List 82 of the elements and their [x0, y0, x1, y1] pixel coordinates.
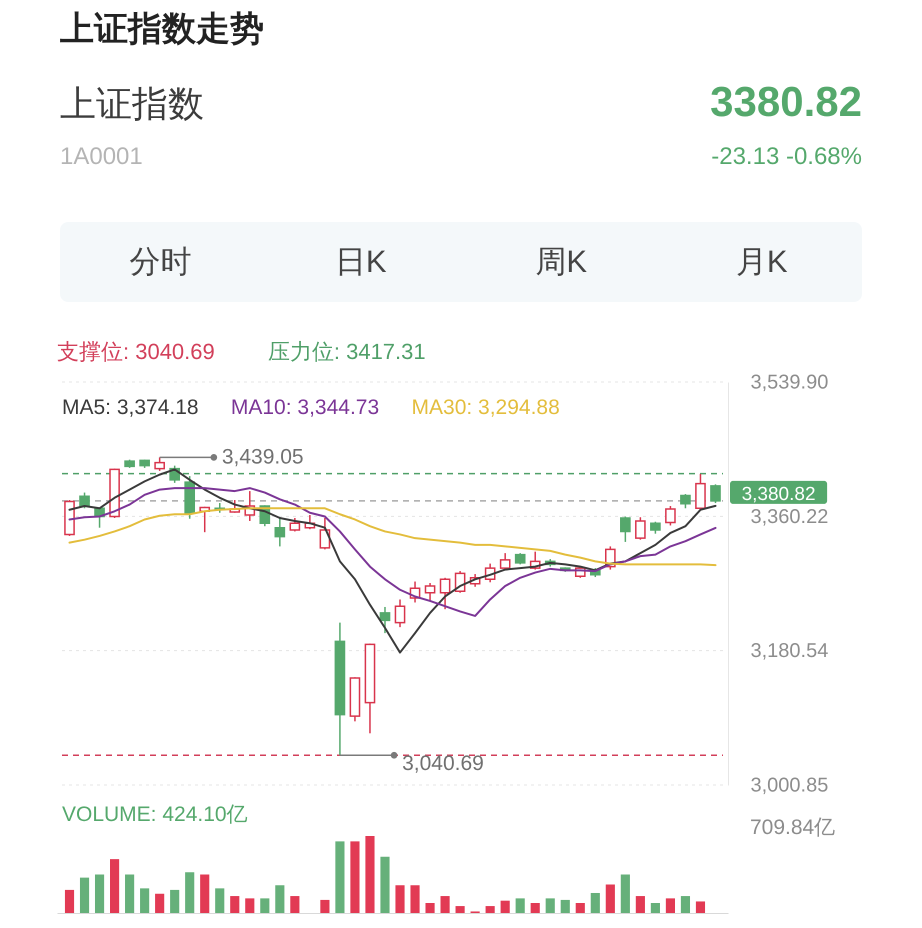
bar [395, 885, 405, 913]
bar [275, 885, 284, 913]
bar [516, 898, 525, 913]
bar [590, 892, 600, 913]
candlestick [79, 492, 90, 510]
bar [530, 902, 540, 913]
y-tick-label: 3,000.85 [750, 774, 828, 796]
bar [110, 859, 120, 913]
bar [696, 901, 706, 913]
bar [320, 900, 330, 913]
bar [94, 874, 104, 913]
candlestick [290, 517, 300, 532]
chart-title: 上证指数走势 [59, 10, 264, 48]
text: 3380.82 [710, 78, 862, 125]
candlestick [500, 552, 510, 570]
bar [215, 888, 224, 913]
bar [155, 894, 164, 913]
candlestick [680, 493, 691, 510]
bar [606, 884, 615, 913]
bar [200, 874, 210, 913]
candlestick [380, 606, 390, 634]
bar [245, 898, 254, 913]
bar [170, 890, 180, 913]
bar [365, 836, 375, 913]
bar [620, 874, 630, 913]
y-tick-label: 3,360.22 [750, 506, 828, 528]
text: 月K [736, 244, 788, 279]
bar [636, 896, 645, 913]
bar [410, 885, 420, 913]
candlestick [635, 516, 646, 540]
candlestick [650, 520, 661, 534]
candlestick [514, 552, 526, 566]
chart-subtitle: 上证指数 [60, 83, 204, 124]
text: 1A0001 [60, 143, 143, 170]
line-series [68, 468, 716, 654]
bar [440, 896, 450, 913]
annotation: 3,040.69 [402, 752, 484, 776]
y-tick-label: 3,539.90 [750, 372, 828, 394]
bar [125, 874, 134, 913]
bar [350, 841, 360, 913]
candlestick [665, 505, 676, 526]
bar [335, 841, 344, 913]
candlestick [154, 456, 165, 472]
line-series [68, 487, 716, 617]
bar [666, 898, 675, 913]
bar [576, 902, 585, 913]
y-tick-label: 3,180.54 [750, 640, 828, 662]
text: 709.84亿 [750, 816, 836, 839]
text: 日K [334, 244, 387, 279]
candlestick [394, 598, 406, 628]
annotation: 3,439.05 [222, 445, 304, 468]
text: MA30: 3,294.88 [412, 396, 560, 419]
bar [650, 902, 660, 913]
bar [185, 872, 194, 913]
candlestick [620, 516, 631, 543]
ref-line-label: 压力位: 3417.31 [268, 339, 426, 364]
bar [260, 898, 270, 913]
bar [230, 896, 240, 913]
text: MA5: 3,374.18 [62, 396, 199, 419]
bar [290, 896, 300, 913]
candlestick [710, 484, 721, 504]
bar [546, 898, 555, 913]
bar [380, 856, 390, 913]
candlestick [274, 517, 286, 548]
bar [486, 906, 495, 913]
candlestick [440, 577, 450, 610]
bar [140, 888, 150, 913]
text: -23.13 -0.68% [711, 143, 862, 170]
ref-line-label: 支撑位: 3040.69 [57, 339, 215, 364]
chart-title: VOLUME: 424.10亿 [62, 803, 248, 826]
bar [560, 900, 570, 913]
text: MA10: 3,344.73 [230, 396, 380, 419]
bar [425, 902, 435, 913]
text: 3,380.82 [742, 484, 816, 505]
bar [64, 890, 74, 913]
bar [500, 900, 510, 913]
bar [456, 906, 465, 913]
candlestick [424, 582, 436, 602]
text: 周K [535, 244, 588, 279]
bar [80, 878, 90, 913]
bar [680, 896, 690, 913]
text: 分时 [129, 244, 192, 279]
